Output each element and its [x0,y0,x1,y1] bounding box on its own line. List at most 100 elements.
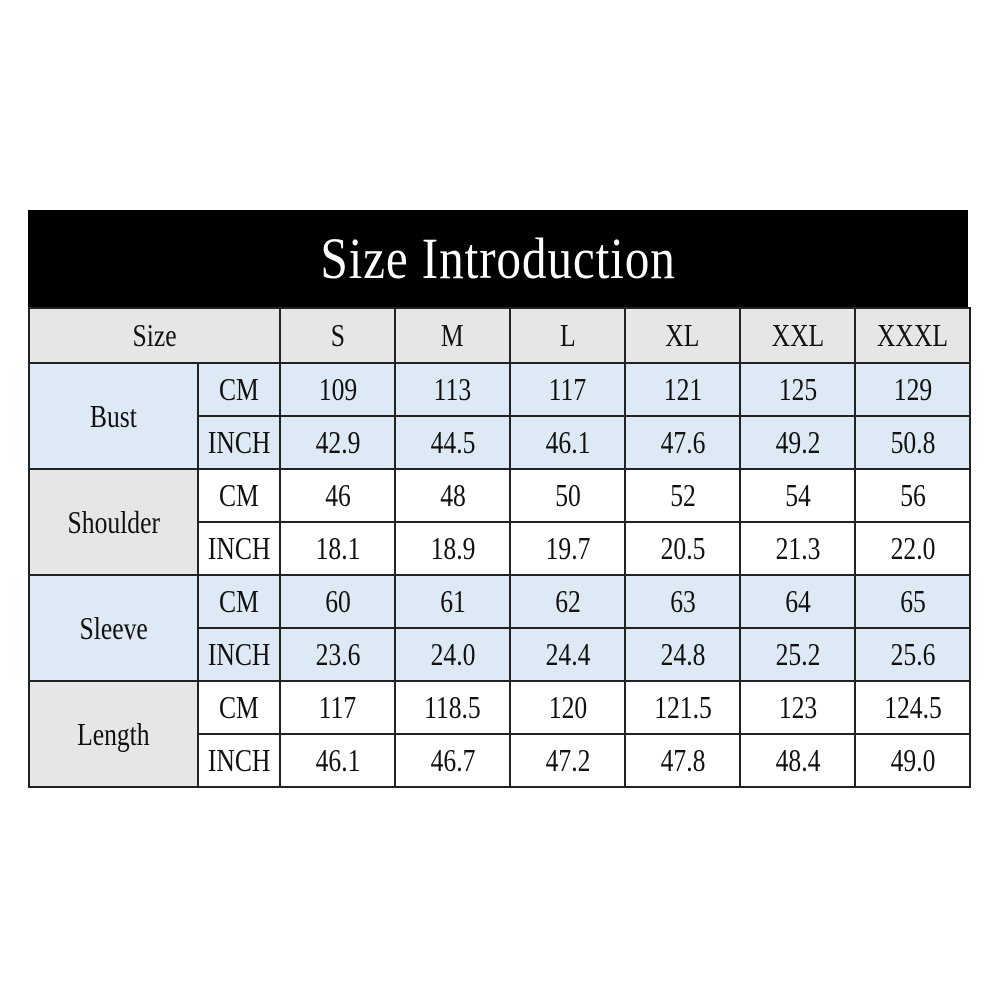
value-cell: 49.2 [739,415,856,470]
value-cell: 109 [279,362,396,417]
value: 25.2 [775,636,820,672]
value: 47.8 [660,742,705,778]
value: 63 [669,583,696,619]
size-label: XXXL [876,317,949,353]
size-label: XL [665,317,700,353]
value-cell: 124.5 [854,680,971,735]
value: 65 [899,583,926,619]
value: 129 [893,371,932,407]
unit-label: INCH [207,742,271,778]
value-cell: 125 [739,362,856,417]
table-row: Shoulder CM 46 48 50 52 54 56 [28,468,971,576]
value: 18.9 [430,530,475,566]
unit-cell: CM [197,680,281,735]
unit-label: CM [219,477,259,513]
size-label: M [441,317,464,353]
value-cell: 118.5 [394,680,511,735]
chart-title: Size Introduction [320,226,676,291]
size-column-header: L [509,307,626,364]
unit-label: INCH [207,636,271,672]
value: 62 [554,583,581,619]
value-cell: 117 [279,680,396,735]
value-cell: 19.7 [509,521,626,576]
value: 121.5 [653,689,712,725]
value-cell: 46.7 [394,733,511,788]
size-column-header: XXXL [854,307,971,364]
value: 109 [318,371,357,407]
unit-label: INCH [207,424,271,460]
value: 125 [778,371,817,407]
value: 49.2 [775,424,820,460]
size-column-header: XL [624,307,741,364]
value: 20.5 [660,530,705,566]
unit-cell: INCH [197,627,281,682]
value-cell: 22.0 [854,521,971,576]
size-label: S [330,317,345,353]
value-cell: 47.8 [624,733,741,788]
value-cell: 46.1 [279,733,396,788]
value: 46.7 [430,742,475,778]
value-cell: 21.3 [739,521,856,576]
measurement-label: Shoulder [67,503,160,540]
size-column-header: S [279,307,396,364]
value-cell: 121 [624,362,741,417]
value-cell: 18.1 [279,521,396,576]
value: 46.1 [315,742,360,778]
size-column-header: XXL [739,307,856,364]
table-row: Bust CM 109 113 117 121 125 129 [28,362,971,470]
value-cell: 44.5 [394,415,511,470]
value-cell: 61 [394,574,511,629]
unit-label: CM [219,583,259,619]
table-row: INCH 23.6 24.0 24.4 24.8 25.2 25.6 [29,627,971,682]
value: 60 [324,583,351,619]
measurement-label-cell: Shoulder [28,468,199,576]
value-cell: 54 [739,468,856,523]
value-cell: 62 [509,574,626,629]
value-cell: 129 [854,362,971,417]
value: 24.0 [430,636,475,672]
measurement-label: Bust [90,397,137,434]
value-cell: 20.5 [624,521,741,576]
value: 23.6 [315,636,360,672]
value: 48 [439,477,466,513]
value-cell: 23.6 [279,627,396,682]
size-label: XXL [771,317,824,353]
value-cell: 24.8 [624,627,741,682]
unit-cell: INCH [197,733,281,788]
value-cell: 121.5 [624,680,741,735]
table-row: INCH 46.1 46.7 47.2 47.8 48.4 49.0 [29,733,971,788]
value: 117 [318,689,357,725]
value-cell: 52 [624,468,741,523]
value: 47.6 [660,424,705,460]
value-cell: 123 [739,680,856,735]
value-cell: 42.9 [279,415,396,470]
table-row: INCH 42.9 44.5 46.1 47.6 49.2 50.8 [29,415,971,470]
value: 22.0 [890,530,935,566]
value: 49.0 [890,742,935,778]
size-column-header: M [394,307,511,364]
measurement-label: Sleeve [79,609,148,646]
value-cell: 18.9 [394,521,511,576]
size-label: L [559,317,576,353]
value-cell: 25.6 [854,627,971,682]
unit-cell: INCH [197,415,281,470]
unit-cell: CM [197,362,281,417]
value-cell: 48.4 [739,733,856,788]
table-row: Length CM 117 118.5 120 121.5 123 124.5 [28,680,971,788]
value-cell: 48 [394,468,511,523]
unit-cell: CM [197,468,281,523]
value: 25.6 [890,636,935,672]
value-cell: 56 [854,468,971,523]
unit-label: CM [219,371,259,407]
value-cell: 46.1 [509,415,626,470]
value: 42.9 [315,424,360,460]
size-header-label: Size [132,317,177,353]
measurement-label-cell: Length [28,680,199,788]
value-cell: 49.0 [854,733,971,788]
value: 50.8 [890,424,935,460]
unit-label: CM [219,689,259,725]
chart-title-bar: Size Introduction [28,210,968,307]
measurement-label-cell: Sleeve [28,574,199,682]
value: 54 [784,477,811,513]
value: 121 [663,371,702,407]
